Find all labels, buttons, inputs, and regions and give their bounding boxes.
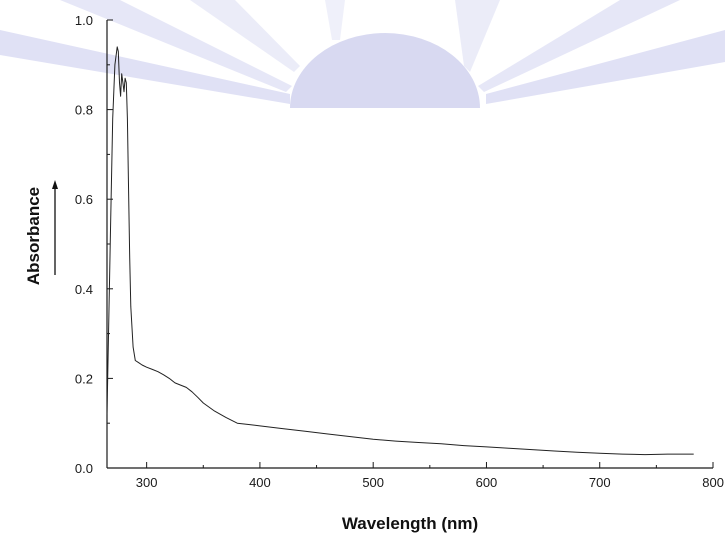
x-axis-title: Wavelength (nm): [342, 514, 478, 533]
absorbance-spectrum-line: [106, 46, 694, 456]
y-tick-label: 0.4: [75, 282, 93, 297]
x-tick-label: 600: [476, 475, 498, 490]
watermark-ray: [60, 0, 292, 92]
watermark-ray: [0, 30, 290, 104]
watermark-ray: [325, 0, 345, 40]
watermark-ray: [486, 30, 725, 104]
x-tick-label: 300: [136, 475, 158, 490]
x-ticks: 300 400 500 600 700 800: [136, 462, 724, 490]
y-tick-label: 0.0: [75, 461, 93, 476]
y-tick-label: 1.0: [75, 13, 93, 28]
watermark-ray: [455, 0, 500, 72]
x-tick-label: 400: [249, 475, 271, 490]
y-tick-label: 0.2: [75, 371, 93, 386]
y-axis-title: Absorbance: [24, 187, 43, 285]
y-tick-label: 0.6: [75, 192, 93, 207]
watermark-ray: [190, 0, 300, 72]
watermark-half-sun: [290, 33, 480, 108]
watermark-sunburst: [0, 0, 725, 108]
y-axis-arrow: [52, 180, 58, 275]
y-ticks: 0.0 0.2 0.4 0.6 0.8 1.0: [75, 13, 113, 476]
x-tick-label: 800: [702, 475, 724, 490]
x-tick-label: 700: [589, 475, 611, 490]
x-tick-label: 500: [362, 475, 384, 490]
y-tick-label: 0.8: [75, 103, 93, 118]
watermark-ray: [478, 0, 680, 92]
